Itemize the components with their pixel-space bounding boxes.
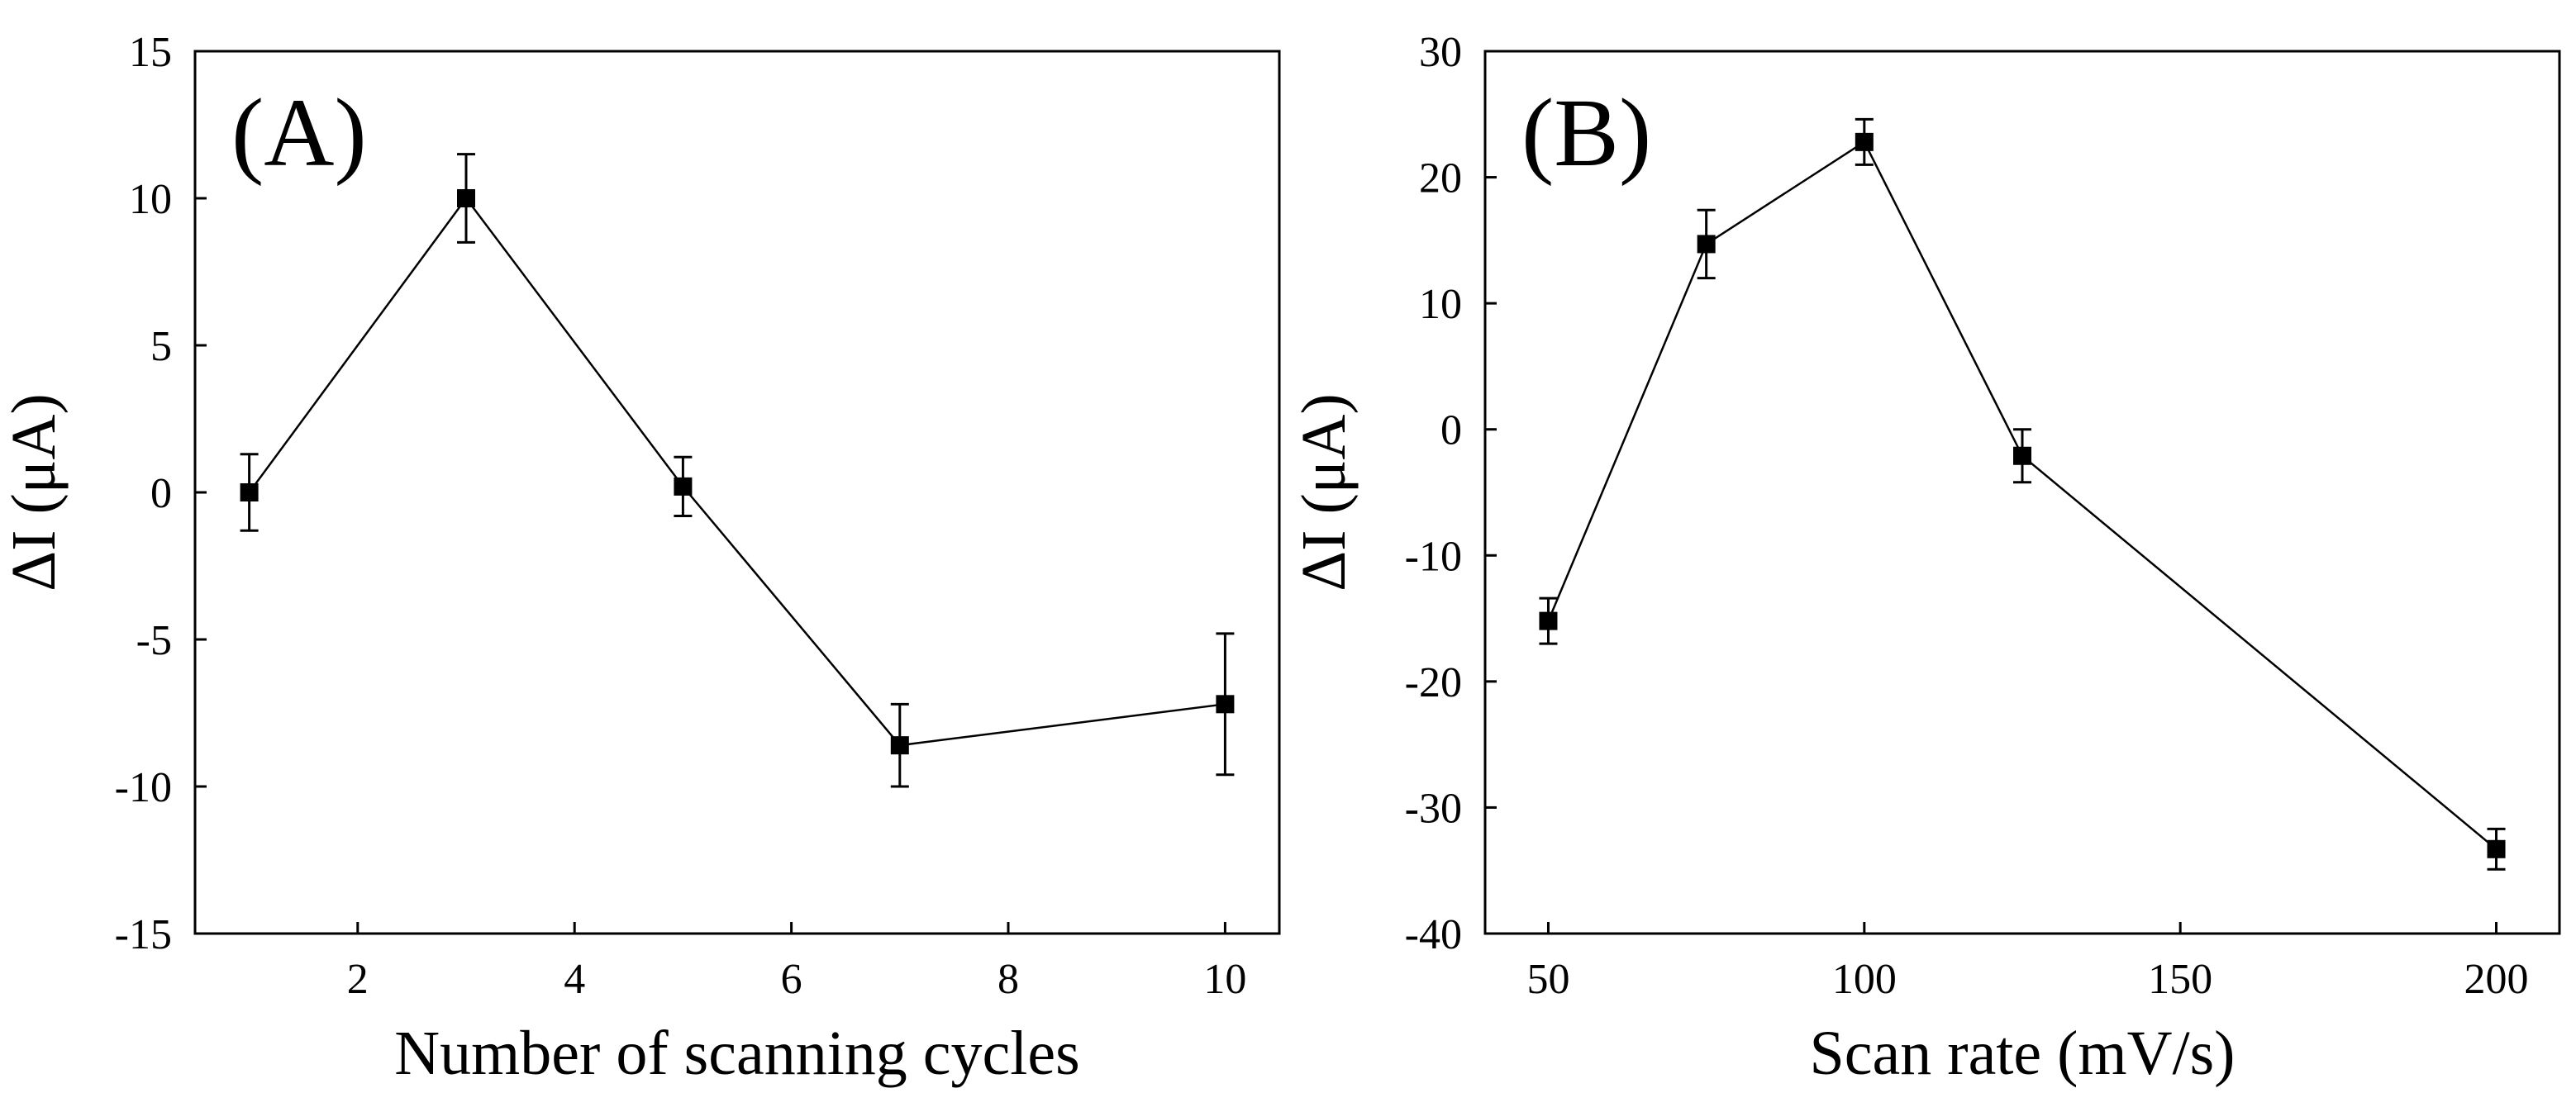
chart-panel-b: 50 100 150 200 -40 -30 -20 -10 0 10 20 30 Scan rate … (1289, 29, 2561, 1088)
data-point-b (1697, 235, 1716, 254)
x-tick-label-b: 100 (1832, 956, 1897, 1003)
x-tick-label-a: 8 (998, 956, 1019, 1003)
x-tick-label-b: 150 (2148, 956, 2212, 1003)
y-axis-title-a: ΔI (μA) (0, 393, 69, 591)
x-axis-title-a: Number of scanning cycles (394, 1019, 1079, 1088)
x-tick-label-b: 50 (1526, 956, 1569, 1003)
y-tick-label-a: 5 (150, 323, 172, 370)
x-axis-title-b: Scan rate (mV/s) (1810, 1019, 2236, 1088)
y-tick-label-a: -5 (136, 617, 172, 664)
chart-panel-a: 2 4 6 8 10 -15 -10 -5 0 5 10 15 Number of scanning c… (0, 29, 1281, 1088)
x-tick-label-a: 2 (347, 956, 369, 1003)
x-tick-label-a: 10 (1203, 956, 1246, 1003)
y-tick-label-b: 0 (1440, 407, 1462, 454)
y-tick-label-a: 10 (129, 176, 172, 223)
y-tick-label-b: -10 (1405, 533, 1462, 580)
y-axis-title-b: ΔI (μA) (1289, 393, 1359, 591)
series-line-b (1547, 140, 2497, 850)
x-tick-label-b: 200 (2464, 956, 2529, 1003)
data-point-a (457, 189, 475, 207)
data-point-b (2013, 446, 2031, 465)
y-tick-label-b: -20 (1405, 659, 1462, 706)
y-tick-label-a: 0 (150, 470, 172, 517)
data-point-b (1855, 132, 1874, 151)
y-tick-label-a: -15 (115, 911, 172, 958)
series-line-a (248, 196, 1226, 747)
data-point-a (1216, 695, 1235, 714)
x-tick-label-a: 4 (564, 956, 585, 1003)
panel-label-b: (B) (1521, 78, 1651, 187)
x-tick-label-a: 6 (781, 956, 802, 1003)
y-tick-label-b: 20 (1419, 155, 1462, 202)
y-tick-label-a: -10 (115, 764, 172, 811)
data-point-a (890, 736, 909, 755)
panel-label-a: (A) (231, 78, 367, 187)
y-tick-label-b: 10 (1419, 281, 1462, 328)
data-point-a (674, 477, 693, 496)
data-point-b (2487, 839, 2506, 858)
y-tick-label-b: -30 (1405, 785, 1462, 832)
y-tick-label-a: 15 (129, 29, 172, 76)
y-tick-label-b: 30 (1419, 29, 1462, 76)
y-tick-label-b: -40 (1405, 911, 1462, 958)
data-point-a (240, 483, 259, 501)
plot-frame-b (1483, 50, 2561, 935)
data-point-b (1539, 611, 1558, 630)
